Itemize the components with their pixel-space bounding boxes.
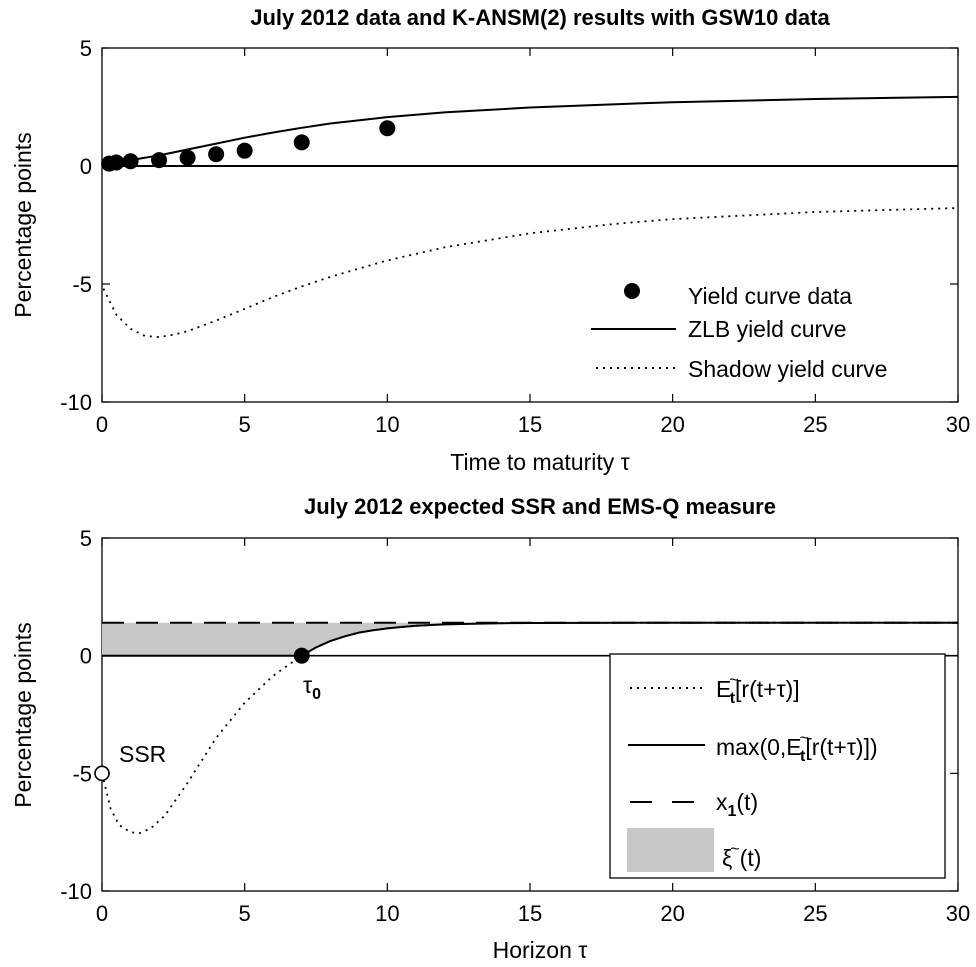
y-tick-label: 0: [80, 644, 92, 669]
y-tick-label: -5: [72, 272, 92, 297]
x-tick-label: 5: [239, 901, 251, 926]
top-ticks: 0 5 10 15 20 25 30 5 0 -5 -10: [60, 36, 970, 437]
x-tick-label: 0: [96, 901, 108, 926]
tau0-marker: [293, 647, 310, 664]
data-point: [208, 146, 225, 163]
shaded-region: [102, 622, 958, 656]
y-tick-label: -5: [72, 761, 92, 786]
x-tick-label: 25: [803, 901, 827, 926]
ssr-annotation: SSR: [119, 741, 166, 767]
y-tick-label: -10: [60, 879, 92, 904]
tau0-sub: 0: [312, 686, 321, 703]
x-tick-label: 15: [518, 412, 542, 437]
x-tick-label: 10: [375, 412, 399, 437]
x-tick-label: 20: [660, 901, 684, 926]
x-tick-label: 15: [518, 901, 542, 926]
legend-label-zlb: ZLB yield curve: [688, 316, 847, 342]
bottom-ylabel: Percentage points: [10, 622, 36, 807]
legend-label-max: max(0,E~ t[r(t+τ)]): [716, 730, 878, 765]
legend-label-expect: E~ t[r(t+τ)]: [716, 672, 800, 707]
bottom-chart-title: July 2012 expected SSR and EMS-Q measure: [304, 494, 776, 519]
legend-label-yield-data: Yield curve data: [688, 283, 852, 309]
top-ylabel: Percentage points: [10, 132, 36, 317]
y-tick-label: 5: [80, 36, 92, 61]
data-point: [179, 149, 196, 166]
legend-label-shadow: Shadow yield curve: [688, 356, 887, 382]
y-tick-label: 0: [80, 154, 92, 179]
top-plot-area: [101, 47, 959, 403]
solid-line: [104, 95, 959, 165]
legend-marker-dot: [624, 283, 640, 299]
top-chart: July 2012 data and K-ANSM(2) results wit…: [10, 5, 970, 475]
data-point: [293, 134, 310, 151]
ssr-marker: [94, 765, 110, 782]
x-tick-label: 0: [96, 412, 108, 437]
tau0-annotation: τ0: [303, 672, 321, 703]
x-tick-label: 10: [375, 901, 399, 926]
tau0-symbol: τ: [303, 672, 312, 698]
top-legend: Yield curve data ZLB yield curve Shadow …: [591, 283, 887, 382]
x-tick-label: 30: [946, 412, 970, 437]
bottom-chart: July 2012 expected SSR and EMS-Q measure…: [10, 494, 970, 963]
legend-label-x1: x1(t): [716, 789, 758, 820]
legend-shade-swatch: [627, 828, 714, 872]
x-tick-label: 25: [803, 412, 827, 437]
x-tick-label: 20: [660, 412, 684, 437]
top-chart-title: July 2012 data and K-ANSM(2) results wit…: [250, 5, 830, 30]
x-tick-label: 30: [946, 901, 970, 926]
y-tick-label: -10: [60, 390, 92, 415]
data-point: [379, 120, 396, 137]
top-series: [101, 95, 959, 339]
top-xlabel: Time to maturity τ: [450, 449, 630, 475]
legend-label-xi: ξ~(t): [722, 841, 761, 871]
data-point: [236, 142, 253, 159]
x-tick-label: 5: [239, 412, 251, 437]
bottom-shade: [102, 622, 958, 656]
bottom-xlabel: Horizon τ: [493, 937, 588, 963]
y-tick-label: 5: [80, 526, 92, 551]
bottom-legend: E~ t[r(t+τ)] max(0,E~ t[r(t+τ)]) x1(t) ξ~(…: [609, 653, 946, 879]
